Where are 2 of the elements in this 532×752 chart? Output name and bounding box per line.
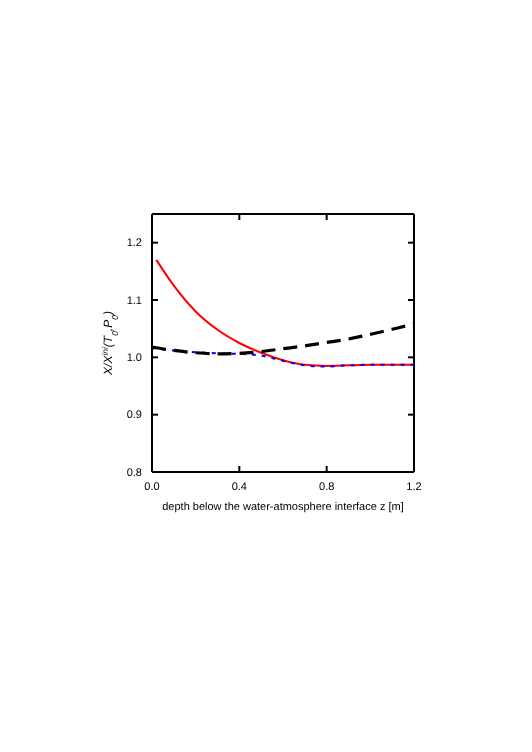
line-series [155, 258, 415, 367]
line-series [151, 347, 415, 368]
